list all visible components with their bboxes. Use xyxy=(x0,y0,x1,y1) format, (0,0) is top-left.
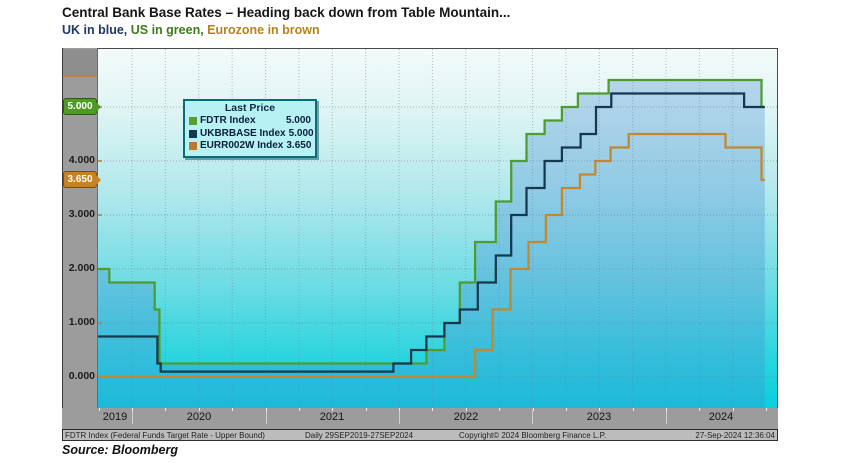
y-tick-1: 1.000 xyxy=(68,316,95,328)
x-tick-2023: 2023 xyxy=(586,411,612,423)
year-separator xyxy=(132,410,133,424)
legend-title: Last Price xyxy=(224,102,276,114)
x-minor-tick xyxy=(499,408,501,411)
x-minor-tick xyxy=(399,408,401,411)
x-axis-strip: 2019 2020 2021 2022 2023 2024 xyxy=(62,408,778,429)
x-tick-2024: 2024 xyxy=(708,411,734,423)
x-minor-tick xyxy=(632,408,634,411)
footer-copyright: Copyright© 2024 Bloomberg Finance L.P. xyxy=(459,431,607,440)
legend-row-fdtr: FDTR Index 5.000 xyxy=(189,115,311,128)
chart-footer-bar: FDTR Index (Federal Funds Target Rate - … xyxy=(62,429,778,441)
x-minor-tick xyxy=(198,408,200,411)
legend-box[interactable]: Last Price FDTR Index 5.000 UKBRBASE Ind… xyxy=(183,99,317,158)
ukbrbase-swatch-icon xyxy=(189,129,197,138)
x-minor-tick xyxy=(298,408,300,411)
year-separator xyxy=(266,410,267,424)
x-minor-tick xyxy=(165,408,167,411)
x-minor-tick xyxy=(766,408,768,411)
legend-label: FDTR Index xyxy=(200,115,256,126)
x-minor-tick xyxy=(532,408,534,411)
legend-value: 5.000 xyxy=(288,127,314,139)
subtitle-uk: UK in blue, xyxy=(62,23,131,37)
legend-label: EURR002W Index xyxy=(200,140,284,151)
x-tick-2022: 2022 xyxy=(453,411,479,423)
footer-timestamp: 27-Sep-2024 12:36:04 xyxy=(695,431,775,440)
last-price-badge-fdtr: 5.000 xyxy=(63,98,101,115)
y-tick-4: 4.000 xyxy=(68,154,95,166)
fdtr-swatch-icon xyxy=(189,117,197,126)
footer-ticker-info: FDTR Index (Federal Funds Target Rate - … xyxy=(65,431,265,440)
x-tick-2020: 2020 xyxy=(186,411,212,423)
x-minor-tick xyxy=(666,408,668,411)
legend-row-ukbrbase: UKBRBASE Index 5.000 xyxy=(189,127,314,141)
x-minor-tick xyxy=(365,408,367,411)
x-minor-tick xyxy=(98,408,100,411)
year-separator xyxy=(532,410,533,424)
x-minor-tick xyxy=(699,408,701,411)
x-minor-tick xyxy=(565,408,567,411)
source-caption: Source: Bloomberg xyxy=(62,443,178,457)
year-separator xyxy=(399,410,400,424)
legend-value: 5.000 xyxy=(285,115,311,126)
eurr002w-swatch-icon xyxy=(189,142,197,151)
legend-row-eurr002w: EURR002W Index 3.650 xyxy=(189,140,311,153)
x-minor-tick xyxy=(432,408,434,411)
y-tick-0: 0.000 xyxy=(68,370,95,382)
y-tick-2: 2.000 xyxy=(68,262,95,274)
last-price-badge-eurr002w: 3.650 xyxy=(63,171,101,188)
subtitle-eurozone: Eurozone in brown xyxy=(207,23,320,37)
footer-date-range: Daily 29SEP2019-27SEP2024 xyxy=(305,431,414,440)
x-minor-tick xyxy=(265,408,267,411)
plot-area[interactable] xyxy=(97,48,778,408)
x-minor-tick xyxy=(332,408,334,411)
x-tick-2019: 2019 xyxy=(102,411,128,423)
page-title: Central Bank Base Rates – Heading back d… xyxy=(62,5,511,20)
ukbrbase-line xyxy=(98,92,765,373)
x-minor-tick xyxy=(732,408,734,411)
x-minor-tick xyxy=(465,408,467,411)
legend-label: UKBRBASE Index xyxy=(200,127,286,139)
fdtr-line xyxy=(98,78,765,365)
x-minor-tick xyxy=(232,408,234,411)
x-tick-2021: 2021 xyxy=(319,411,345,423)
chart-subtitle: UK in blue, US in green, Eurozone in bro… xyxy=(62,23,320,37)
x-minor-tick xyxy=(132,408,134,411)
eurr002w-line xyxy=(98,132,765,379)
x-minor-tick xyxy=(599,408,601,411)
legend-value: 3.650 xyxy=(286,140,312,151)
axis-corner-box xyxy=(63,49,97,77)
subtitle-us: US in green, xyxy=(130,23,208,37)
year-separator xyxy=(666,410,667,424)
y-tick-3: 3.000 xyxy=(68,208,95,220)
